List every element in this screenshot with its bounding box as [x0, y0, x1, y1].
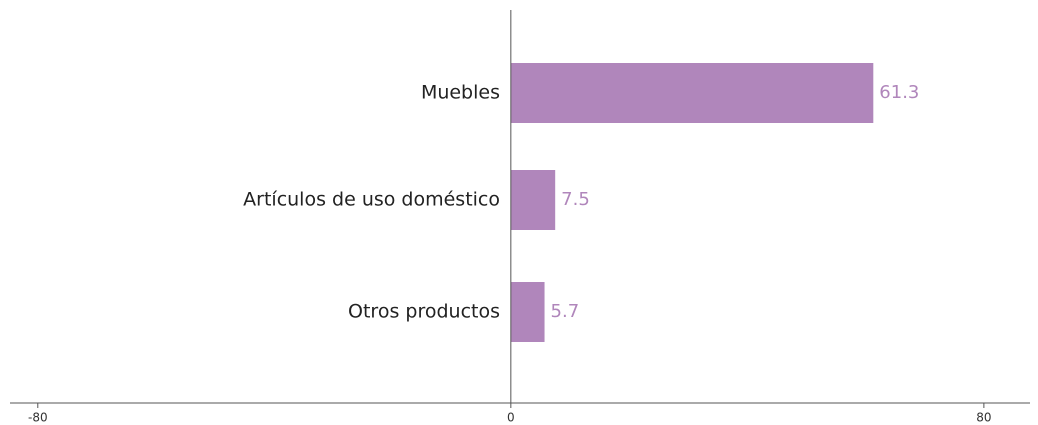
bar — [510, 63, 874, 123]
value-label: 5.7 — [551, 301, 580, 322]
value-label: 7.5 — [561, 189, 590, 210]
bar — [510, 170, 556, 230]
bar — [510, 282, 545, 342]
x-tick-label: 0 — [507, 411, 515, 425]
value-label: 61.3 — [879, 82, 919, 103]
category-label: Muebles — [421, 82, 500, 104]
category-label: Otros productos — [348, 301, 500, 323]
x-tick-label: 80 — [976, 411, 991, 425]
x-tick-label: -80 — [28, 411, 48, 425]
category-label: Artículos de uso doméstico — [243, 189, 500, 211]
